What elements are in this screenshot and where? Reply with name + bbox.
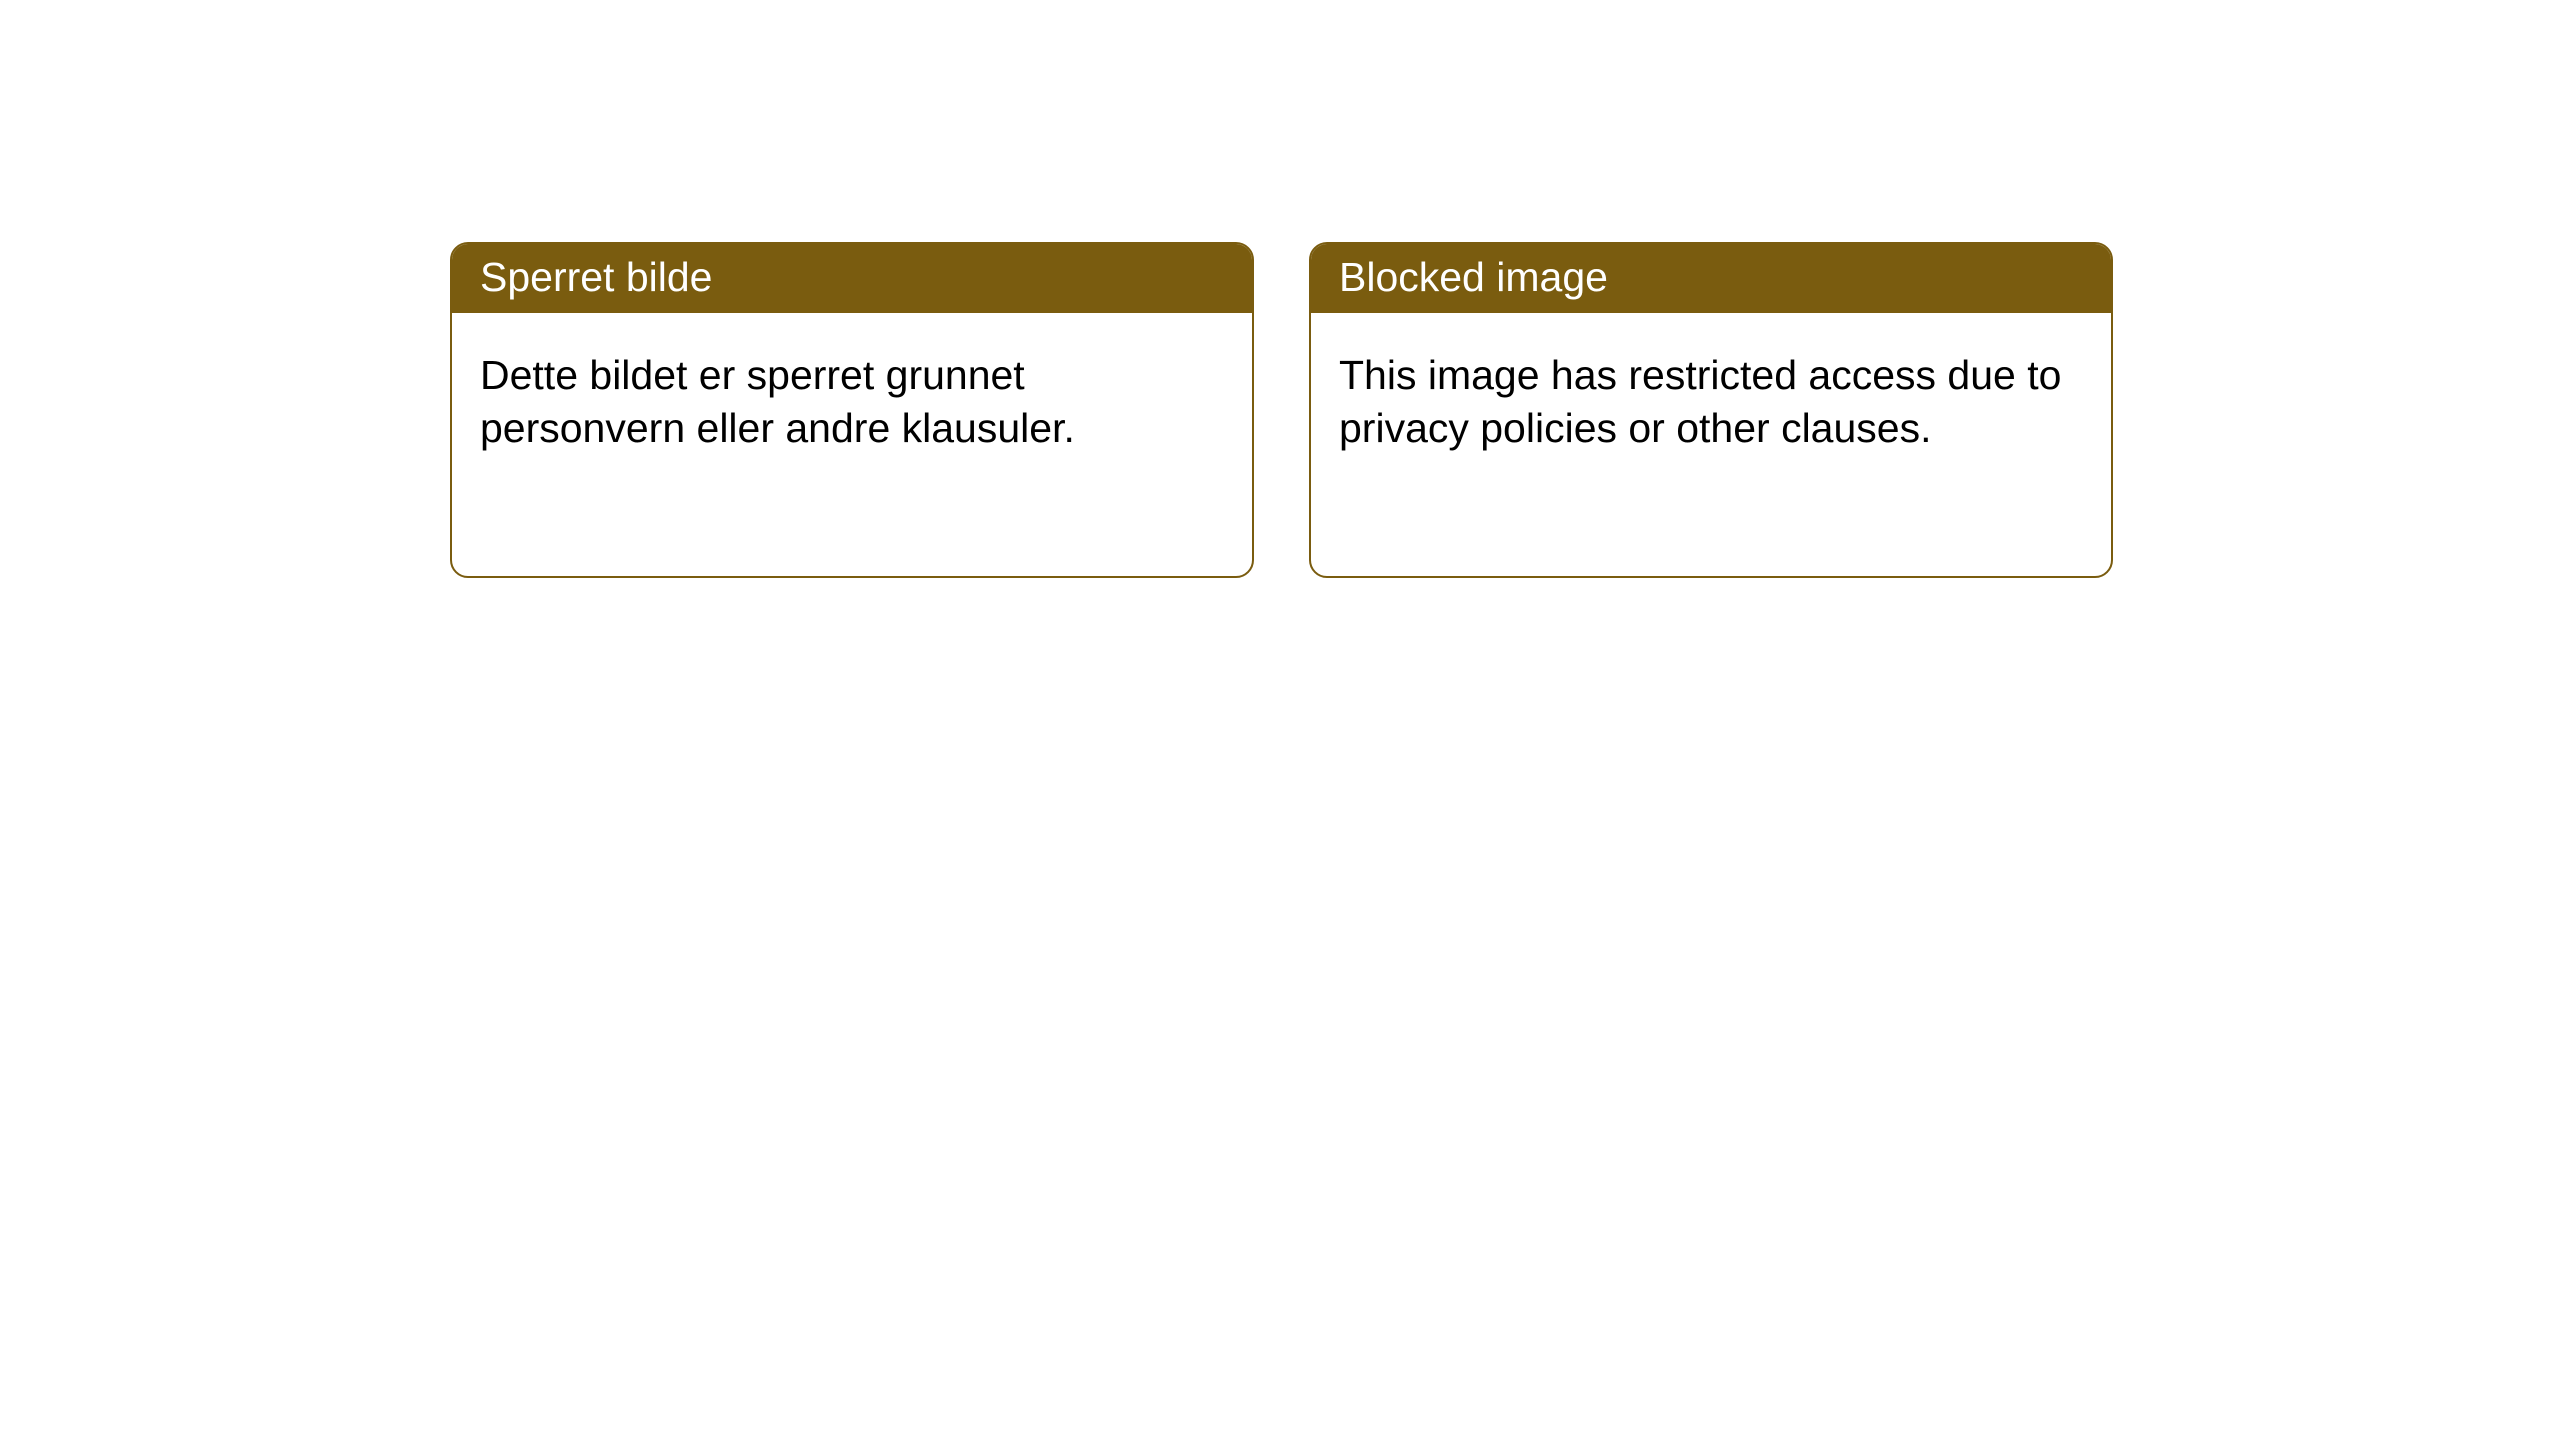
card-header-text: Blocked image xyxy=(1339,254,1608,300)
card-body: Dette bildet er sperret grunnet personve… xyxy=(452,313,1252,482)
notice-card-norwegian: Sperret bilde Dette bildet er sperret gr… xyxy=(450,242,1254,578)
card-header-text: Sperret bilde xyxy=(480,254,712,300)
card-body-text: This image has restricted access due to … xyxy=(1339,352,2061,450)
card-header: Sperret bilde xyxy=(452,244,1252,313)
notice-card-english: Blocked image This image has restricted … xyxy=(1309,242,2113,578)
notice-container: Sperret bilde Dette bildet er sperret gr… xyxy=(0,0,2560,578)
card-header: Blocked image xyxy=(1311,244,2111,313)
card-body: This image has restricted access due to … xyxy=(1311,313,2111,482)
card-body-text: Dette bildet er sperret grunnet personve… xyxy=(480,352,1075,450)
